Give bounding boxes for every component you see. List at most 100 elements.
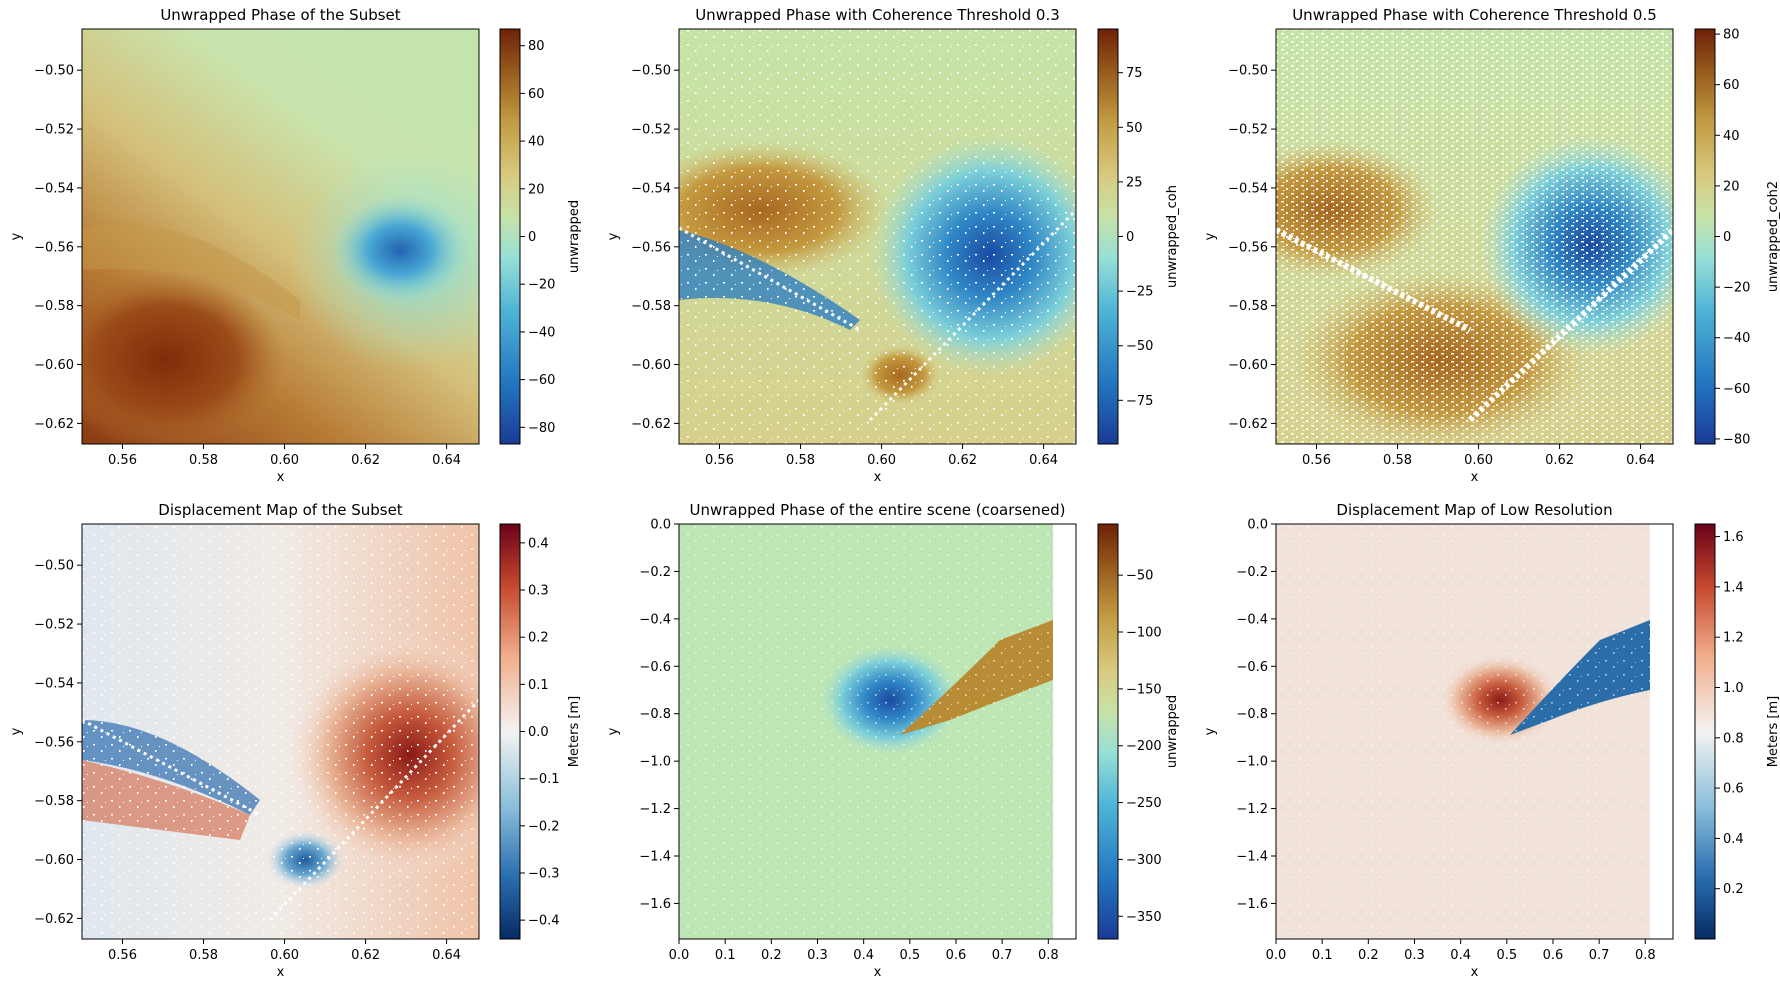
colorbar-tick-label: −80	[1723, 432, 1750, 447]
colorbar-gradient	[1097, 28, 1119, 445]
colorbar: 0.4 0.3 0.2 0.1 0.0 −0.1 −0.2 −0.3 −0.4 Meters [m…	[499, 523, 582, 940]
colorbar-tick-label: 20	[528, 182, 545, 197]
x-tick-label: 0.60	[270, 948, 299, 963]
axes-frame	[678, 28, 1077, 445]
y-tick-label: −0.4	[639, 612, 671, 627]
x-tick-label: 0.5	[1496, 948, 1517, 963]
y-tick-label: −1.2	[1236, 802, 1268, 817]
panel-5: Unwrapped Phase of the entire scene (coa…	[606, 501, 1180, 980]
x-tick-label: 0.60	[1464, 453, 1493, 468]
colorbar-tick-label: −300	[1126, 853, 1162, 868]
colorbar-tick-label: −60	[1723, 382, 1750, 397]
x-tick-label: 0.56	[108, 948, 137, 963]
colorbar-tick-label: 0	[528, 230, 536, 245]
colorbar-gradient	[499, 28, 521, 445]
colorbar: 75 50 25 0 −25 −50 −75 unwrapped_coh	[1097, 28, 1180, 445]
y-tick-label: −0.2	[639, 565, 671, 580]
x-tick-label: 0.1	[1312, 948, 1333, 963]
x-tick-label: 0.6	[946, 948, 967, 963]
chart-title: Unwrapped Phase of the entire scene (coa…	[689, 501, 1065, 519]
x-tick-label: 0.8	[1038, 948, 1059, 963]
colorbar-tick-label: −60	[528, 373, 555, 388]
x-tick-label: 0.56	[705, 453, 734, 468]
panel-6: Displacement Map of Low Resolution 0.0 0.1…	[1203, 501, 1780, 980]
colorbar-tick-label: −50	[1126, 569, 1153, 584]
x-tick-label: 0.4	[853, 948, 874, 963]
colorbar-tick-label: −75	[1126, 394, 1153, 409]
colorbar-tick-label: 0	[1126, 230, 1134, 245]
x-tick-label: 0.1	[715, 948, 736, 963]
y-tick-label: −0.58	[34, 794, 74, 809]
x-tick-label: 0.0	[669, 948, 690, 963]
x-tick-label: 0.64	[1029, 453, 1058, 468]
colorbar-tick-label: 0.8	[1723, 731, 1744, 746]
colorbar-tick-label: 80	[528, 39, 545, 54]
y-tick-label: −1.2	[639, 802, 671, 817]
x-tick-label: 0.2	[1358, 948, 1379, 963]
colorbar-tick-label: −50	[1126, 339, 1153, 354]
colorbar-tick-label: 80	[1723, 28, 1740, 43]
y-tick-label: −0.50	[631, 64, 671, 79]
panel3-image	[1276, 29, 1673, 444]
y-axis-label: y	[1203, 727, 1218, 735]
colorbar-tick-label: −0.4	[528, 914, 560, 929]
colorbar-tick-label: 0.4	[1723, 832, 1744, 847]
colorbar-tick-label: 1.4	[1723, 580, 1744, 595]
y-tick-label: −0.52	[1228, 123, 1268, 138]
colorbar-tick-label: 0.3	[528, 584, 549, 599]
y-tick-label: −0.6	[1236, 660, 1268, 675]
x-tick-label: 0.60	[867, 453, 896, 468]
colorbar-tick-label: 0.6	[1723, 782, 1744, 797]
y-tick-label: −0.62	[34, 417, 74, 432]
colorbar-tick-label: 75	[1126, 66, 1143, 81]
colorbar-gradient	[1694, 28, 1716, 445]
colorbar-label: Meters [m]	[567, 696, 582, 767]
x-tick-label: 0.56	[108, 453, 137, 468]
y-tick-label: −0.50	[34, 559, 74, 574]
y-tick-label: −0.60	[34, 358, 74, 373]
y-tick-label: −1.4	[1236, 850, 1268, 865]
colorbar: 80 60 40 20 0 −20 −40 −60 −80 unwrapped_coh2	[1694, 28, 1780, 447]
x-tick-label: 0.64	[1626, 453, 1655, 468]
axes-frame	[678, 523, 1077, 940]
colorbar-tick-label: −0.1	[528, 772, 560, 787]
axes-frame	[81, 28, 480, 445]
colorbar-gradient	[499, 523, 521, 940]
y-tick-label: −0.56	[34, 735, 74, 750]
colorbar-gradient	[1694, 523, 1716, 940]
x-tick-label: 0.62	[948, 453, 977, 468]
colorbar-tick-label: −150	[1126, 682, 1162, 697]
y-tick-label: −0.8	[639, 707, 671, 722]
y-tick-label: 0.0	[650, 518, 671, 533]
y-tick-label: −0.4	[1236, 612, 1268, 627]
x-tick-label: 0.0	[1266, 948, 1287, 963]
colorbar-tick-label: 0.0	[528, 725, 549, 740]
y-tick-label: −0.62	[34, 912, 74, 927]
colorbar-tick-label: 0.2	[528, 631, 549, 646]
y-tick-label: −0.62	[631, 417, 671, 432]
axes-frame	[1275, 523, 1674, 940]
y-tick-label: −0.60	[631, 358, 671, 373]
x-tick-label: 0.8	[1635, 948, 1656, 963]
x-tick-label: 0.6	[1543, 948, 1564, 963]
x-tick-label: 0.58	[1383, 453, 1412, 468]
y-axis-label: y	[1203, 232, 1218, 240]
panel2-image	[679, 29, 1076, 444]
panel-4: Displacement Map of the Subset 0.56 0.58 0.…	[9, 501, 582, 980]
x-tick-label: 0.2	[761, 948, 782, 963]
chart-title: Unwrapped Phase of the Subset	[160, 6, 400, 24]
colorbar-label: unwrapped	[567, 200, 582, 273]
y-tick-label: −0.8	[1236, 707, 1268, 722]
x-axis-label: x	[874, 965, 882, 980]
axes-frame	[81, 523, 480, 940]
panel-1: Unwrapped Phase of the Subset 0.56 0.58 0.6…	[9, 6, 582, 485]
x-tick-label: 0.62	[351, 453, 380, 468]
colorbar-label: unwrapped_coh	[1165, 185, 1180, 288]
colorbar-tick-label: 0.1	[528, 678, 549, 693]
y-tick-label: −0.56	[1228, 240, 1268, 255]
colorbar-tick-label: −0.2	[528, 819, 560, 834]
x-tick-label: 0.7	[992, 948, 1013, 963]
colorbar-gradient	[1097, 523, 1119, 940]
colorbar-label: unwrapped_coh2	[1766, 181, 1780, 292]
